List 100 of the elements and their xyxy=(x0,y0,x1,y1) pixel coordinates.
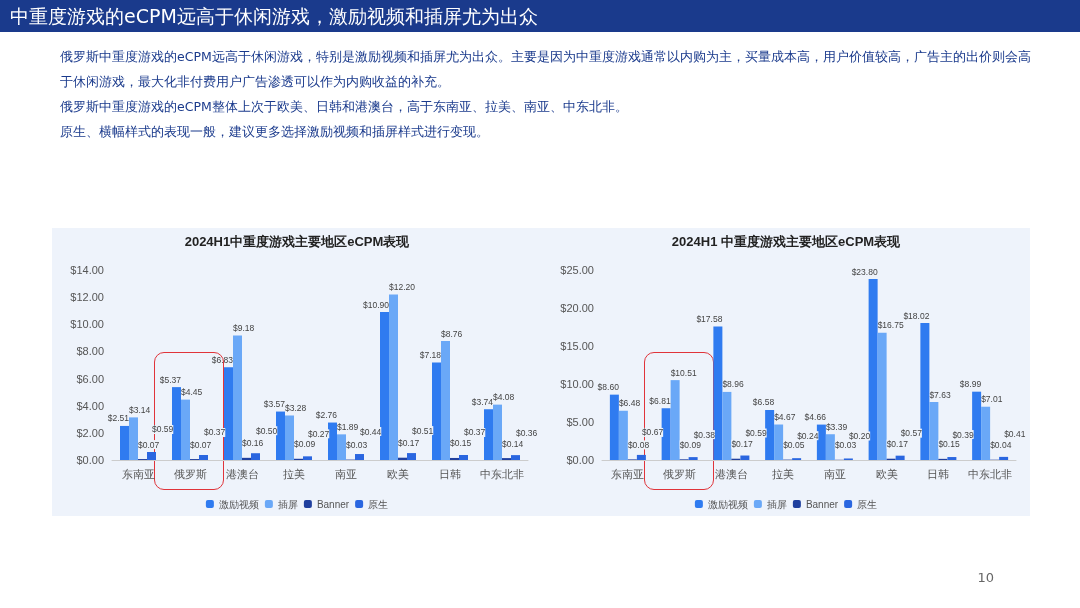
bar xyxy=(181,399,190,460)
text: 俄罗斯中重度游戏的eCPM远高于休闲游戏，特别是激励视频和插屏尤为出众。主要是因为中重度游戏通常以内购为主，买量成本高，用户价值较高，广告主的出价则会高于休闲游戏，最大化非付费用户广告渗透可以作为内购收益的补充。 xyxy=(60,48,1032,91)
bar xyxy=(929,402,939,460)
y-tick-label: $10.00 xyxy=(70,318,104,331)
bar xyxy=(713,326,723,460)
legend-label: 原生 xyxy=(368,498,389,510)
data-label: $0.20 xyxy=(848,430,871,441)
y-tick-label: $2.00 xyxy=(76,426,104,439)
data-label: $0.15 xyxy=(938,439,960,450)
bar xyxy=(276,411,285,460)
bar xyxy=(636,454,646,460)
bar xyxy=(825,434,835,460)
data-label: $0.14 xyxy=(502,438,524,449)
x-tick-label: 俄罗斯 xyxy=(173,467,207,480)
bar xyxy=(999,456,1009,460)
x-tick-label: 拉美 xyxy=(283,467,305,480)
bar xyxy=(450,457,459,460)
legend-label: Banner xyxy=(316,498,350,510)
data-label: $9.18 xyxy=(233,322,255,333)
data-label: $0.24 xyxy=(797,430,819,441)
data-label: $0.59 xyxy=(152,424,174,435)
bar xyxy=(947,457,957,460)
bar xyxy=(432,362,441,460)
data-label: $7.01 xyxy=(981,394,1003,405)
x-tick-label: 俄罗斯 xyxy=(663,467,697,480)
bar xyxy=(147,451,156,460)
chart-title: 2024H1中重度游戏主要地区eCPM表现 xyxy=(184,234,411,249)
y-tick-label: $15.00 xyxy=(560,340,594,352)
data-label: $3.39 xyxy=(825,421,848,432)
data-label: $4.45 xyxy=(181,387,203,398)
data-label: $0.36 xyxy=(516,427,538,438)
y-tick-label: $20.00 xyxy=(560,302,594,314)
data-label: $0.08 xyxy=(627,439,650,450)
bar xyxy=(355,454,364,460)
bar xyxy=(285,415,294,460)
bar xyxy=(380,312,389,460)
bar xyxy=(816,424,826,460)
data-label: $2.76 xyxy=(315,410,338,421)
data-label: $7.18 xyxy=(419,350,442,361)
x-tick-label: 拉美 xyxy=(772,467,795,480)
bar xyxy=(407,453,416,460)
bar xyxy=(328,422,337,460)
x-tick-label: 中东北非 xyxy=(968,467,1013,480)
bar xyxy=(981,406,991,460)
data-label: $0.27 xyxy=(308,428,330,439)
data-label: $0.39 xyxy=(952,429,974,440)
legend-label: Banner xyxy=(805,498,839,510)
data-label: $6.58 xyxy=(752,397,775,408)
data-label: $0.03 xyxy=(346,440,368,451)
bar xyxy=(722,391,732,460)
data-label: $0.09 xyxy=(294,439,316,450)
data-label: $0.17 xyxy=(731,439,753,450)
y-tick-label: $14.00 xyxy=(70,264,104,276)
y-tick-label: $5.00 xyxy=(566,416,594,428)
bar xyxy=(129,417,138,460)
bar xyxy=(670,380,680,460)
legend-label: 插屏 xyxy=(277,498,298,510)
bar xyxy=(740,455,750,460)
y-tick-label: $0.00 xyxy=(76,454,104,466)
text: 原生、横幅样式的表现一般，建议更多选择激励视频和插屏样式进行变现。 xyxy=(60,123,490,141)
text: 俄罗斯中重度游戏的eCPM整体上次于欧美、日韩和港澳台，高于东南亚、拉美、南亚、中东北非。 xyxy=(60,98,629,116)
y-tick-label: $0.00 xyxy=(566,454,594,466)
data-label: $8.60 xyxy=(597,382,620,393)
data-label: $0.41 xyxy=(1004,429,1026,440)
bar xyxy=(493,404,502,460)
x-tick-label: 港澳台 xyxy=(714,467,748,480)
bar xyxy=(389,294,398,460)
bar xyxy=(459,454,468,460)
bar xyxy=(303,456,312,460)
data-label: $2.51 xyxy=(107,413,130,424)
bar xyxy=(920,323,930,460)
bar xyxy=(224,367,233,460)
data-label: $23.80 xyxy=(851,266,878,277)
x-tick-label: 日韩 xyxy=(927,467,950,480)
bar xyxy=(337,434,346,460)
bar xyxy=(441,341,450,460)
data-label: $0.17 xyxy=(886,439,909,450)
data-label: $3.14 xyxy=(129,404,151,415)
data-label: $0.03 xyxy=(834,440,857,451)
data-label: $0.57 xyxy=(900,428,923,439)
legend-label: 激励视频 xyxy=(218,498,259,510)
y-tick-label: $12.00 xyxy=(70,291,104,304)
data-label: $6.48 xyxy=(618,398,641,409)
data-label: $3.74 xyxy=(471,396,494,407)
x-tick-label: 欧美 xyxy=(875,467,898,480)
bar xyxy=(511,455,520,460)
data-label: $1.89 xyxy=(337,421,359,432)
data-label: $0.59 xyxy=(745,428,767,439)
data-label: $8.76 xyxy=(441,328,463,339)
y-tick-label: $25.00 xyxy=(560,264,594,276)
data-label: $0.37 xyxy=(464,427,486,438)
bar xyxy=(877,332,887,460)
data-label: $0.09 xyxy=(679,439,702,450)
bar xyxy=(688,457,698,460)
bar xyxy=(120,425,129,460)
data-label: $0.37 xyxy=(204,427,226,438)
data-label: $0.04 xyxy=(990,440,1012,451)
data-label: $0.50 xyxy=(256,425,278,436)
y-tick-label: $10.00 xyxy=(560,378,594,390)
data-label: $3.28 xyxy=(285,402,307,413)
